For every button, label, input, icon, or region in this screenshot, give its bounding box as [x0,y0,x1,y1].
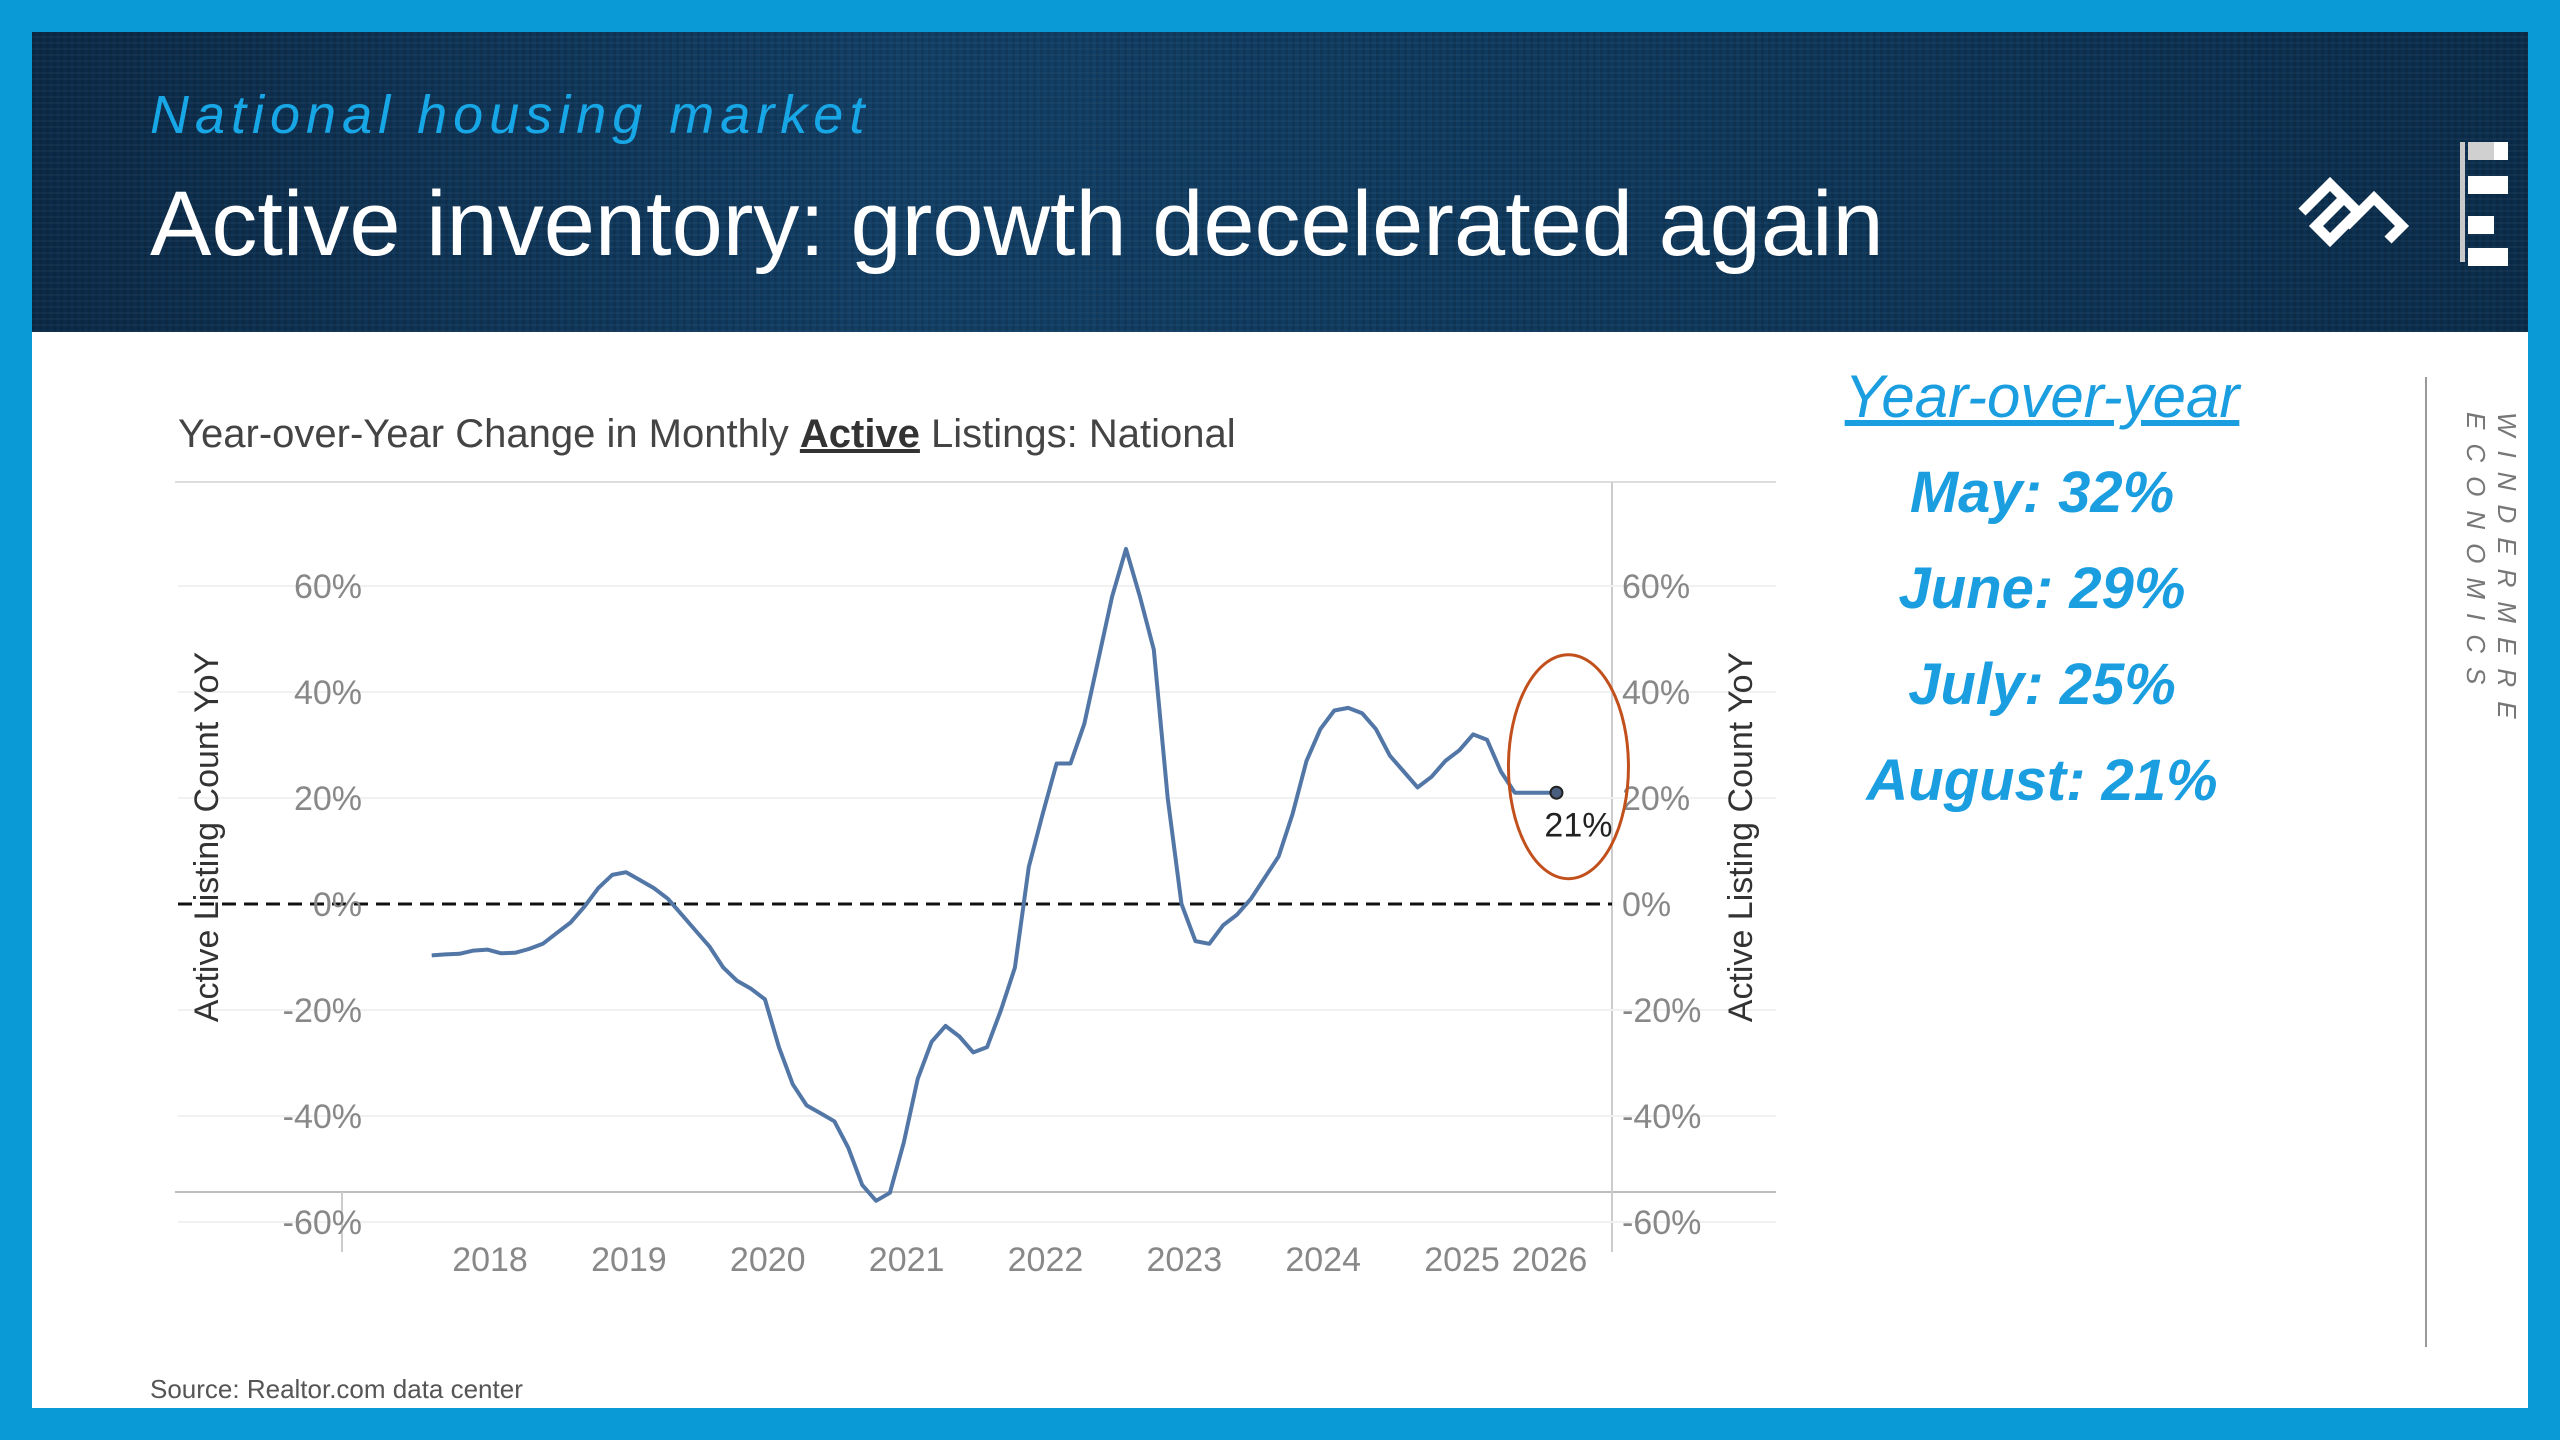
y-tick-label-left: 0% [313,886,362,924]
x-tick-label: 2019 [591,1241,667,1279]
brand-vertical-text: WINDERMERE ECONOMICS [2461,412,2522,733]
chart-title: Year-over-Year Change in Monthly Active … [178,412,1236,456]
chart-title-emphasis: Active [800,412,920,456]
grid-layer [178,585,1776,1223]
slide: National housing market Active inventory… [32,32,2528,1408]
chart-title-prefix: Year-over-Year Change in Monthly [178,412,800,456]
y-tick-label-left: 20% [294,780,362,818]
windermere-logo-icon [2298,142,2508,266]
x-tick-label: 2025 [1424,1241,1500,1279]
yoy-item-august: August: 21% [1866,748,2218,813]
x-tick-label: 2020 [730,1241,806,1279]
y-axis-right: 60% 40% 20% 0% -20% -40% -60% [1622,568,1701,1242]
highlight-label: 21% [1544,807,1612,845]
header-banner: National housing market Active inventory… [32,32,2528,332]
series-line [431,546,1557,1203]
y-axis-left: 60% 40% 20% 0% -20% -40% -60% [283,568,362,1242]
y-tick-label-left: 40% [294,674,362,712]
y-tick-label-right: 40% [1622,674,1690,712]
highlight-ring [1506,653,1630,881]
yoy-heading: Year-over-year [1844,363,2240,430]
chart: Year-over-Year Change in Monthly Active … [175,412,1776,1279]
yoy-summary: Year-over-year May: 32% June: 29% July: … [1822,362,2262,829]
x-tick-label: 2023 [1146,1241,1222,1279]
x-tick-label: 2018 [452,1241,528,1279]
y-tick-label-right: -60% [1622,1204,1701,1242]
y-tick-label-left: -60% [283,1204,362,1242]
x-tick-label: 2024 [1285,1241,1361,1279]
source-note: Source: Realtor.com data center [150,1374,523,1404]
y-tick-label-left: -20% [283,992,362,1030]
header-subtitle: National housing market [150,85,871,145]
y-axis-right-label: Active Listing Count YoY [1722,652,1760,1022]
yoy-item-june: June: 29% [1898,556,2186,621]
y-tick-label-right: 60% [1622,568,1690,606]
yoy-item-may: May: 32% [1909,460,2175,525]
highlight-point [1549,785,1564,800]
x-tick-label: 2022 [1008,1241,1084,1279]
x-tick-label: 2026 [1512,1241,1588,1279]
chart-title-suffix: Listings: National [920,412,1236,456]
page-title: Active inventory: growth decelerated aga… [150,173,1884,275]
x-axis: 2018 2019 2020 2021 2022 2023 2024 2025 2026 [452,1241,1587,1279]
x-tick-label: 2021 [869,1241,945,1279]
brand-divider [2425,377,2427,1347]
y-tick-label-left: -40% [283,1098,362,1136]
y-axis-left-label: Active Listing Count YoY [188,652,226,1022]
y-tick-label-right: 0% [1622,886,1671,924]
y-tick-label-left: 60% [294,568,362,606]
yoy-item-july: July: 25% [1908,652,2176,717]
y-tick-label-right: -40% [1622,1098,1701,1136]
y-tick-label-right: 20% [1622,780,1690,818]
y-tick-label-right: -20% [1622,992,1701,1030]
